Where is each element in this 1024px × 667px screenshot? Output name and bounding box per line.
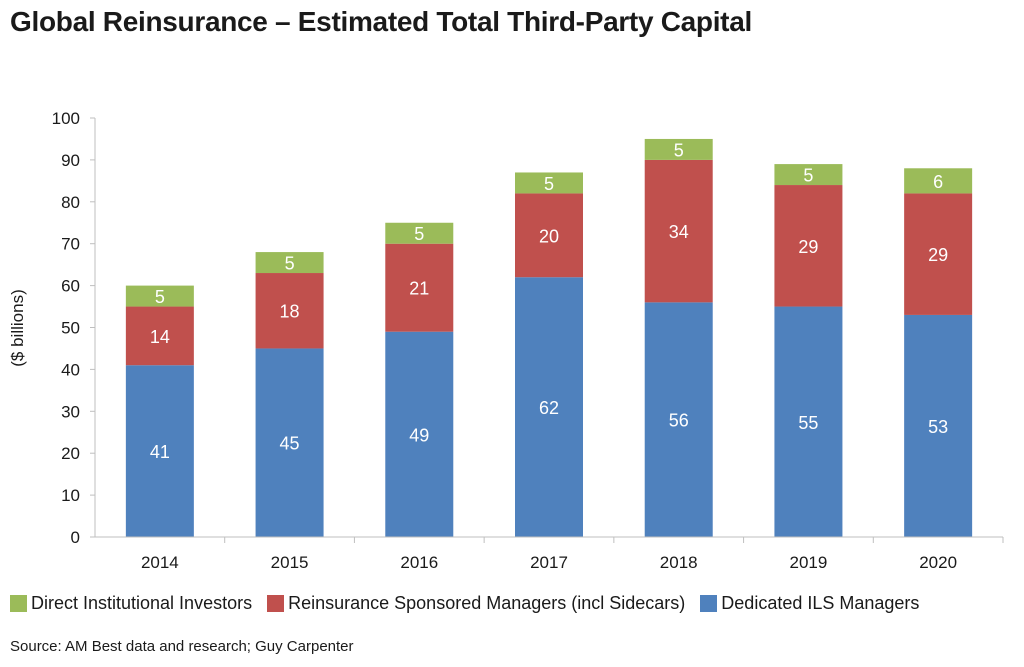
x-tick-label: 2014 [141, 553, 179, 572]
y-axis-label: ($ billions) [8, 289, 27, 366]
y-tick-label: 50 [61, 319, 80, 338]
legend: Direct Institutional Investors Reinsuran… [10, 593, 934, 614]
legend-label: Dedicated ILS Managers [721, 593, 920, 613]
data-label: 5 [674, 140, 684, 160]
x-axis-ticks: 2014 2015 2016 2017 2018 2019 2020 [141, 537, 1004, 572]
bar-segment-2020-direct-institutional-investors [904, 168, 973, 194]
data-label: 56 [669, 411, 689, 431]
data-label: 45 [280, 434, 300, 454]
data-label: 53 [928, 417, 948, 437]
data-label: 20 [539, 226, 559, 246]
data-label: 5 [803, 166, 813, 186]
data-label: 62 [539, 398, 559, 418]
y-tick-label: 70 [61, 235, 80, 254]
bar-segment-2014-dedicated-ils-managers [125, 365, 194, 537]
y-tick-label: 60 [61, 277, 80, 296]
legend-label: Direct Institutional Investors [31, 593, 253, 613]
data-label: 34 [669, 222, 689, 242]
legend-swatch-blue [700, 595, 718, 612]
data-label: 5 [285, 254, 295, 274]
bar-segment-2019-dedicated-ils-managers [774, 306, 843, 537]
y-tick-label: 10 [61, 486, 80, 505]
legend-swatch-red [267, 595, 285, 612]
bar-segment-2016-reinsurance-sponsored-managers-incl-sidecars [385, 243, 454, 332]
x-tick-label: 2020 [919, 553, 957, 572]
legend-item-direct-institutional-investors: Direct Institutional Investors [10, 593, 252, 614]
legend-item-dedicated-ils-managers: Dedicated ILS Managers [700, 593, 919, 614]
bar-segment-2019-reinsurance-sponsored-managers-incl-sidecars [774, 185, 843, 307]
bar-segment-2016-dedicated-ils-managers [385, 331, 454, 537]
bar-segment-2018-direct-institutional-investors [644, 138, 713, 160]
bar-segment-2019-direct-institutional-investors [774, 164, 843, 186]
data-label: 29 [798, 237, 818, 257]
bar-segment-2015-dedicated-ils-managers [255, 348, 324, 537]
stacked-bar-chart: ($ billions) 0 10 20 30 40 50 60 70 80 90 100 41 14… [8, 109, 1004, 572]
data-label: 5 [544, 174, 554, 194]
source-note: Source: AM Best data and research; Guy C… [10, 638, 354, 655]
data-label: 55 [798, 413, 818, 433]
chart-title: Global Reinsurance – Estimated Total Thi… [10, 6, 752, 37]
y-tick-label: 40 [61, 360, 80, 379]
y-tick-label: 30 [61, 402, 80, 421]
data-label: 14 [150, 327, 170, 347]
bar-segment-2017-dedicated-ils-managers [515, 277, 583, 537]
y-tick-label: 90 [61, 151, 80, 170]
x-tick-label: 2015 [271, 553, 309, 572]
x-tick-label: 2019 [790, 553, 828, 572]
bar-segment-2016-direct-institutional-investors [385, 222, 454, 244]
bar-segment-2015-direct-institutional-investors [255, 252, 324, 274]
bar-segment-2018-dedicated-ils-managers [644, 302, 713, 537]
x-tick-label: 2018 [660, 553, 698, 572]
bar-segment-2020-reinsurance-sponsored-managers-incl-sidecars [904, 193, 973, 315]
y-tick-label: 20 [61, 444, 80, 463]
x-tick-label: 2017 [530, 553, 568, 572]
data-label: 5 [155, 287, 165, 307]
bar-segment-2017-reinsurance-sponsored-managers-incl-sidecars [515, 193, 583, 278]
data-label: 6 [933, 172, 943, 192]
y-tick-label: 80 [61, 193, 80, 212]
bar-segment-2017-direct-institutional-investors [515, 172, 583, 194]
bar-segment-2014-direct-institutional-investors [125, 285, 194, 307]
data-label: 21 [409, 279, 429, 299]
legend-item-reinsurance-sponsored-managers: Reinsurance Sponsored Managers (incl Sid… [267, 593, 685, 614]
data-label: 18 [280, 302, 300, 322]
bar-segment-2018-reinsurance-sponsored-managers-incl-sidecars [644, 159, 713, 303]
x-tick-label: 2016 [400, 553, 438, 572]
data-label: 41 [150, 442, 170, 462]
legend-label: Reinsurance Sponsored Managers (incl Sid… [288, 593, 686, 613]
bar-segment-2015-reinsurance-sponsored-managers-incl-sidecars [255, 273, 324, 349]
y-tick-label: 100 [52, 109, 80, 128]
data-label: 29 [928, 245, 948, 265]
data-label: 49 [409, 425, 429, 445]
data-label: 5 [414, 224, 424, 244]
bar-segment-2014-reinsurance-sponsored-managers-incl-sidecars [125, 306, 194, 366]
y-tick-label: 0 [71, 528, 80, 547]
bar-segment-2020-dedicated-ils-managers [904, 314, 973, 537]
y-axis-ticks: 0 10 20 30 40 50 60 70 80 90 100 [52, 109, 95, 547]
legend-swatch-green [10, 595, 27, 612]
